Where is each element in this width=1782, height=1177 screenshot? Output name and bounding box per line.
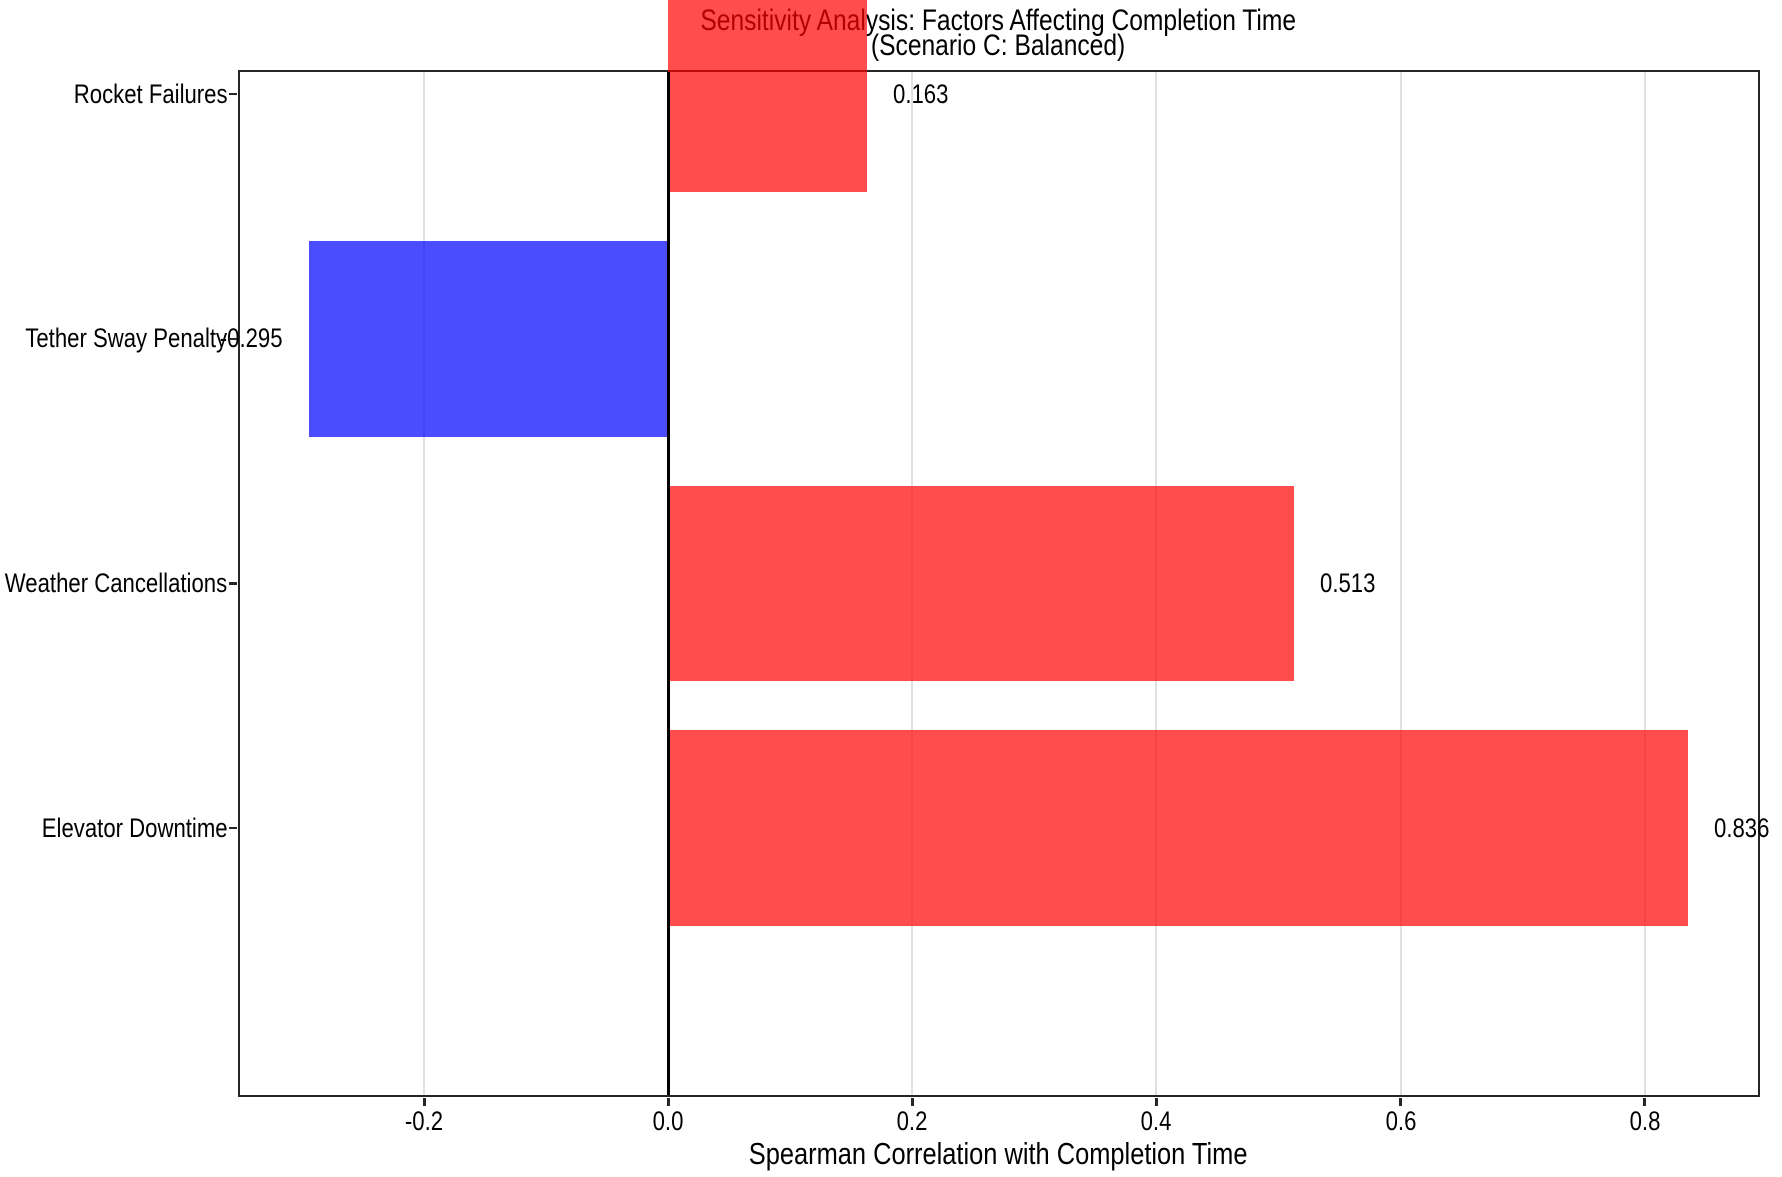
x-tick-label-0.4: 0.4 — [1141, 1106, 1172, 1136]
x-tick-mark — [667, 1097, 670, 1106]
bar-elevator-downtime — [668, 730, 1689, 927]
x-tick-mark — [911, 1097, 914, 1106]
x-axis-label: Spearman Correlation with Completion Tim… — [749, 1136, 1248, 1171]
x-tick-mark — [1399, 1097, 1402, 1106]
y-tick-mark — [229, 826, 237, 830]
grid-line--0.2 — [423, 72, 426, 1095]
y-tick-label-elevator-downtime: Elevator Downtime — [41, 812, 228, 843]
bar-tether-sway-penalty — [308, 240, 669, 437]
plot-area: 0.163 -0.295 0.513 0.836 -0.2 0.0 0.2 0.4 0.6 0.… — [5, 0, 1770, 1169]
bar-value-label-elevator-downtime: 0.836 — [1714, 812, 1770, 843]
x-tick-label-0.2: 0.2 — [897, 1106, 928, 1136]
y-tick-mark — [229, 582, 237, 585]
x-tick-label-0.0: 0.0 — [653, 1106, 684, 1136]
y-tick-mark — [229, 337, 237, 340]
y-tick-label-weather-cancellations: Weather Cancellations — [5, 568, 228, 598]
chart-title-block: Sensitivity Analysis: Factors Affecting … — [237, 6, 1760, 62]
chart-subtitle: (Scenario C: Balanced) — [871, 29, 1126, 62]
x-tick-mark — [1643, 1097, 1646, 1106]
grid-line-0.8 — [1643, 72, 1646, 1095]
y-tick-label-rocket-failures: Rocket Failures — [73, 78, 228, 109]
y-tick-label-tether-sway-penalty: Tether Sway Penalty — [25, 323, 228, 354]
x-tick-mark — [423, 1097, 426, 1106]
x-tick-label--0.2: -0.2 — [405, 1106, 444, 1136]
bar-rocket-failures — [668, 0, 868, 192]
zero-line — [667, 72, 670, 1095]
bar-weather-cancellations — [668, 485, 1295, 682]
x-tick-label-0.8: 0.8 — [1629, 1106, 1660, 1136]
bar-value-label-rocket-failures: 0.163 — [893, 78, 949, 109]
bar-value-label-weather-cancellations: 0.513 — [1320, 568, 1376, 598]
grid-line-0.6 — [1399, 72, 1402, 1095]
x-axis-label-wrap: Spearman Correlation with Completion Tim… — [240, 1138, 1758, 1169]
x-tick-label-0.6: 0.6 — [1385, 1106, 1416, 1136]
y-tick-mark — [229, 92, 237, 96]
x-tick-mark — [1155, 1097, 1158, 1106]
